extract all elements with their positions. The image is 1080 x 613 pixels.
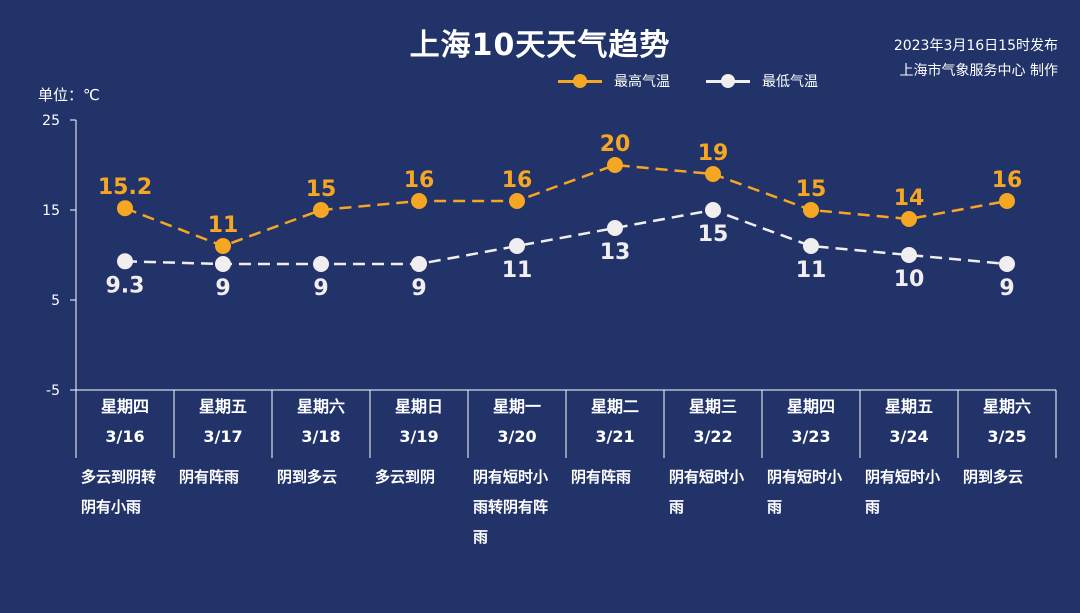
legend: 最高气温 最低气温 xyxy=(558,70,854,92)
weekday-label: 星期五 xyxy=(884,397,933,416)
weather-description: 阴有阵雨 xyxy=(179,468,240,486)
issued-time: 2023年3月16日15时发布 xyxy=(893,38,1058,54)
legend-item-high: 最高气温 xyxy=(558,71,670,91)
legend-swatch-high xyxy=(558,74,602,88)
high-temp-point xyxy=(411,193,427,209)
high-temp-label: 15 xyxy=(306,177,337,202)
day-cell: 星期四 3/23 xyxy=(762,392,860,454)
date-label: 3/20 xyxy=(497,427,537,446)
legend-label-low: 最低气温 xyxy=(762,74,818,90)
weekday-label: 星期二 xyxy=(590,397,639,416)
y-tick-label: 15 xyxy=(42,203,60,219)
day-cell: 星期四 3/16 xyxy=(76,392,174,454)
high-temp-point xyxy=(117,200,133,217)
low-temp-label: 9.3 xyxy=(106,273,145,298)
low-temp-label: 9 xyxy=(999,276,1014,301)
weather-description: 阴到多云 xyxy=(963,468,1024,486)
weekday-label: 星期五 xyxy=(198,397,247,416)
date-label: 3/23 xyxy=(791,427,831,446)
day-cell: 星期五 3/17 xyxy=(174,392,272,454)
weather-description: 阴有短时小雨 xyxy=(865,468,941,516)
issuer: 上海市气象服务中心 制作 xyxy=(899,63,1058,79)
day-cell: 星期日 3/19 xyxy=(370,392,468,454)
high-temp-label: 16 xyxy=(502,168,533,193)
date-label: 3/24 xyxy=(889,427,929,446)
low-temp-point xyxy=(509,238,525,254)
y-tick-label: 5 xyxy=(51,293,60,309)
low-temp-point xyxy=(999,256,1015,272)
weekday-label: 星期六 xyxy=(296,397,345,416)
high-temp-point xyxy=(901,211,917,227)
weather-description: 阴有短时小雨转阴有阵雨 xyxy=(473,468,549,546)
high-temp-label: 15.2 xyxy=(98,175,152,200)
legend-item-low: 最低气温 xyxy=(706,71,818,91)
high-temp-label: 11 xyxy=(208,213,239,238)
low-temp-label: 9 xyxy=(215,276,230,301)
low-temp-point xyxy=(607,220,623,236)
high-temp-point xyxy=(705,166,721,182)
high-temp-point xyxy=(803,202,819,218)
date-label: 3/17 xyxy=(203,427,243,446)
day-cell: 星期二 3/21 xyxy=(566,392,664,454)
issue-info: 2023年3月16日15时发布 上海市气象服务中心 制作 xyxy=(818,34,1058,84)
high-temp-point xyxy=(509,193,525,209)
high-temp-label: 19 xyxy=(698,141,729,166)
y-tick-label: -5 xyxy=(46,383,60,399)
weekday-label: 星期六 xyxy=(982,397,1031,416)
day-cell: 星期五 3/24 xyxy=(860,392,958,454)
day-cell: 星期六 3/18 xyxy=(272,392,370,454)
weekday-label: 星期一 xyxy=(492,397,541,416)
low-temp-point xyxy=(215,256,231,272)
high-temp-point xyxy=(607,157,623,173)
low-temp-point xyxy=(313,256,329,272)
low-temp-point xyxy=(705,202,721,218)
date-label: 3/19 xyxy=(399,427,439,446)
low-temp-label: 15 xyxy=(698,222,729,247)
legend-label-high: 最高气温 xyxy=(614,74,670,90)
high-temp-label: 20 xyxy=(600,132,631,157)
weekday-label: 星期四 xyxy=(100,397,149,416)
weather-description: 阴有短时小雨 xyxy=(767,468,843,516)
low-temp-point xyxy=(117,253,133,270)
low-temp-label: 11 xyxy=(796,258,827,283)
low-temp-point xyxy=(411,256,427,272)
date-label: 3/18 xyxy=(301,427,341,446)
low-temp-label: 10 xyxy=(894,267,925,292)
high-temp-label: 16 xyxy=(992,168,1023,193)
weather-description: 阴有阵雨 xyxy=(571,468,632,486)
weekday-label: 星期四 xyxy=(786,397,835,416)
high-temp-point xyxy=(313,202,329,218)
low-temp-line xyxy=(124,208,1008,266)
day-cell: 星期六 3/25 xyxy=(958,392,1056,454)
unit-label: 单位：℃ xyxy=(38,86,100,104)
weekday-label: 星期日 xyxy=(394,397,443,416)
high-temp-point xyxy=(999,193,1015,209)
date-label: 3/16 xyxy=(105,427,145,446)
high-temp-label: 15 xyxy=(796,177,827,202)
high-temp-point xyxy=(215,238,231,254)
date-label: 3/21 xyxy=(595,427,635,446)
low-temp-label: 9 xyxy=(411,276,426,301)
date-label: 3/25 xyxy=(987,427,1027,446)
chart-title: 上海10天天气趋势 xyxy=(409,28,671,63)
low-temp-point xyxy=(901,247,917,263)
low-temp-point xyxy=(803,238,819,254)
weekday-label: 星期三 xyxy=(688,397,737,416)
high-temp-label: 16 xyxy=(404,168,435,193)
low-temp-label: 13 xyxy=(600,240,631,265)
weather-description: 多云到阴转阴有小雨 xyxy=(81,468,157,516)
weather-description: 阴有短时小雨 xyxy=(669,468,745,516)
weather-description: 阴到多云 xyxy=(277,468,338,486)
low-temp-label: 9 xyxy=(313,276,328,301)
day-cell: 星期三 3/22 xyxy=(664,392,762,454)
weather-description: 多云到阴 xyxy=(375,468,436,486)
legend-swatch-low xyxy=(706,74,750,88)
day-cell: 星期一 3/20 xyxy=(468,392,566,454)
date-label: 3/22 xyxy=(693,427,733,446)
high-temp-label: 14 xyxy=(894,186,925,211)
high-temp-line xyxy=(124,163,1008,248)
low-temp-label: 11 xyxy=(502,258,533,283)
y-tick-label: 25 xyxy=(42,113,60,129)
